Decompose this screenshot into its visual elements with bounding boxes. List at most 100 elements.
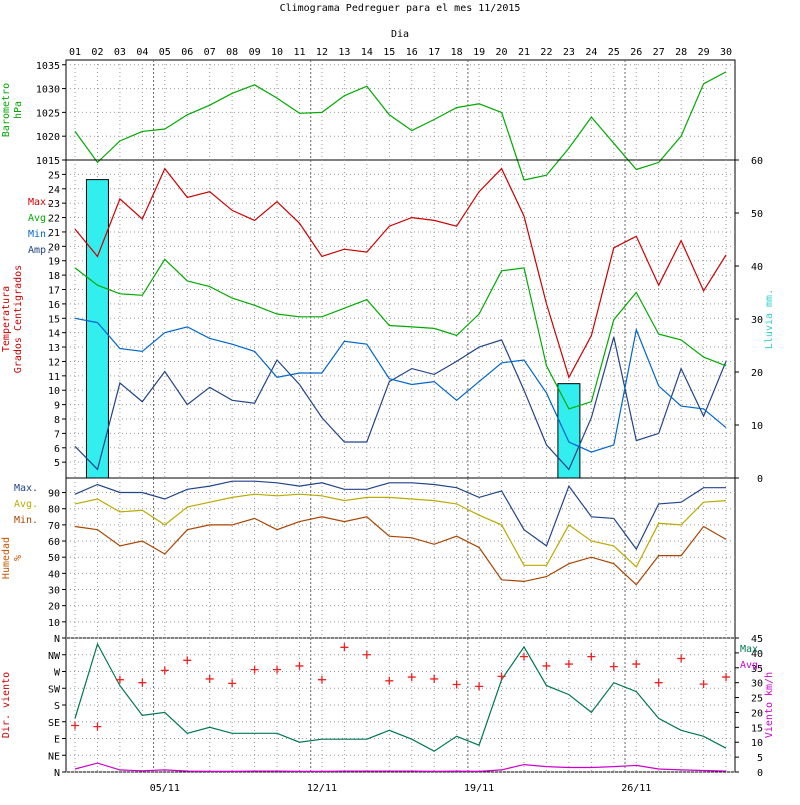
humidity-tick-label: 60 xyxy=(48,537,60,548)
barometer-tick-label: 1020 xyxy=(36,132,60,143)
wind-speed-tick-label: 40 xyxy=(751,649,763,660)
day-label-01: 01 xyxy=(69,47,81,58)
wind-speed-tick-label: 45 xyxy=(751,634,763,645)
temperature-line xyxy=(74,336,727,471)
wind-speed-line xyxy=(74,642,727,752)
temperature-tick-label: 20 xyxy=(48,242,60,253)
wind-direction-point-30 xyxy=(722,673,731,682)
wind-direction-point-24 xyxy=(587,652,596,661)
temperature-legend-Min: Min. xyxy=(28,229,52,240)
wind-dir-tick-label: S xyxy=(54,701,60,712)
barometer-ylabel-0: Barometro xyxy=(1,83,12,137)
wind-direction-point-28 xyxy=(677,654,686,663)
humidity-tick-label: 20 xyxy=(48,602,60,613)
wind-dir-ylabel-0: Dir. viento xyxy=(1,672,12,738)
rain-tick-label: 30 xyxy=(751,315,763,326)
wind-direction-point-25 xyxy=(609,662,618,671)
wind-dir-tick-label: W xyxy=(54,668,61,679)
rain-tick-label: 40 xyxy=(751,262,763,273)
wind-dir-tick-label: E xyxy=(54,735,60,746)
wind-dir-tick-label: N xyxy=(54,768,60,779)
wind-dir-tick-label: SE xyxy=(48,718,60,729)
wind-speed-tick-label: 30 xyxy=(751,679,763,690)
wind-direction-point-29 xyxy=(699,680,708,689)
day-label-19: 19 xyxy=(473,47,485,58)
temperature-tick-label: 22 xyxy=(48,214,60,225)
wind-direction-point-04 xyxy=(138,678,147,687)
day-label-15: 15 xyxy=(383,47,395,58)
barometer-tick-label: 1035 xyxy=(36,61,60,72)
temperature-tick-label: 25 xyxy=(48,170,60,181)
wind-direction-point-12 xyxy=(317,675,326,684)
temperature-tick-label: 12 xyxy=(48,357,60,368)
rain-tick-label: 20 xyxy=(751,368,763,379)
humidity-line xyxy=(74,493,727,568)
day-label-21: 21 xyxy=(518,47,530,58)
temperature-tick-label: 8 xyxy=(54,415,60,426)
day-label-14: 14 xyxy=(361,47,373,58)
wind-direction-point-11 xyxy=(295,661,304,670)
wind-speed-ylabel: Viento km/h xyxy=(764,672,775,738)
wind-dir-tick-label: NE xyxy=(48,751,60,762)
wind-direction-point-07 xyxy=(205,674,214,683)
wind-direction-point-05 xyxy=(160,666,169,675)
rain-tick-label: 0 xyxy=(757,474,763,485)
temperature-line xyxy=(74,167,727,379)
temperature-ylabel-1: Grados Centigrados xyxy=(13,265,24,373)
day-label-24: 24 xyxy=(585,47,597,58)
temperature-tick-label: 6 xyxy=(54,444,60,455)
day-label-23: 23 xyxy=(563,47,575,58)
barometer-tick-label: 1025 xyxy=(36,108,60,119)
temperature-tick-label: 19 xyxy=(48,257,60,268)
day-label-05: 05 xyxy=(159,47,171,58)
day-label-27: 27 xyxy=(653,47,665,58)
wind-direction-point-01 xyxy=(71,721,79,730)
barometer-tick-label: 1015 xyxy=(36,156,60,167)
temperature-tick-label: 15 xyxy=(48,314,60,325)
day-label-13: 13 xyxy=(338,47,350,58)
wind-direction-point-20 xyxy=(497,672,506,681)
day-label-04: 04 xyxy=(136,47,148,58)
wind-speed-tick-label: 0 xyxy=(757,768,763,779)
humidity-ylabel-1: % xyxy=(13,555,24,561)
wind-direction-point-06 xyxy=(183,656,192,665)
wind-direction-point-18 xyxy=(452,680,461,689)
temperature-tick-label: 18 xyxy=(48,271,60,282)
wind-direction-point-03 xyxy=(115,675,124,684)
wind-speed-tick-label: 10 xyxy=(751,738,763,749)
day-label-25: 25 xyxy=(608,47,620,58)
humidity-tick-label: 80 xyxy=(48,505,60,516)
wind-speed-tick-label: 5 xyxy=(757,753,763,764)
wind-speed-tick-label: 20 xyxy=(751,708,763,719)
rain-tick-label: 10 xyxy=(751,421,763,432)
day-label-07: 07 xyxy=(204,47,216,58)
wind-dir-tick-label: SW xyxy=(48,684,61,695)
wind-direction-point-10 xyxy=(273,665,282,674)
wind-direction-point-09 xyxy=(250,665,259,674)
day-label-26: 26 xyxy=(630,47,642,58)
temperature-legend-Avg: Avg. xyxy=(28,213,52,224)
wind-direction-point-21 xyxy=(520,652,528,661)
rain-tick-label: 50 xyxy=(751,209,763,220)
wind-direction-point-19 xyxy=(475,682,484,691)
temperature-tick-label: 17 xyxy=(48,286,60,297)
wind-direction-point-16 xyxy=(407,673,416,682)
wind-speed-tick-label: 15 xyxy=(751,723,763,734)
day-label-10: 10 xyxy=(271,47,283,58)
wind-dir-tick-label: NW xyxy=(48,651,61,662)
temperature-tick-label: 23 xyxy=(48,199,60,210)
wind-speed-tick-label: 25 xyxy=(751,694,763,705)
humidity-tick-label: 90 xyxy=(48,489,60,500)
wind-legend-Max: Max. xyxy=(740,644,764,655)
day-label-20: 20 xyxy=(496,47,508,58)
wind-direction-point-26 xyxy=(632,660,641,669)
day-label-03: 03 xyxy=(114,47,126,58)
wind-direction-point-14 xyxy=(362,650,371,659)
humidity-line xyxy=(74,480,726,551)
wind-direction-point-15 xyxy=(385,676,394,685)
temperature-tick-label: 11 xyxy=(48,372,60,383)
wind-direction-point-23 xyxy=(564,660,573,669)
chart-title: Climograma Pedreguer para el mes 11/2015 xyxy=(280,3,521,14)
temperature-tick-label: 14 xyxy=(48,329,60,340)
